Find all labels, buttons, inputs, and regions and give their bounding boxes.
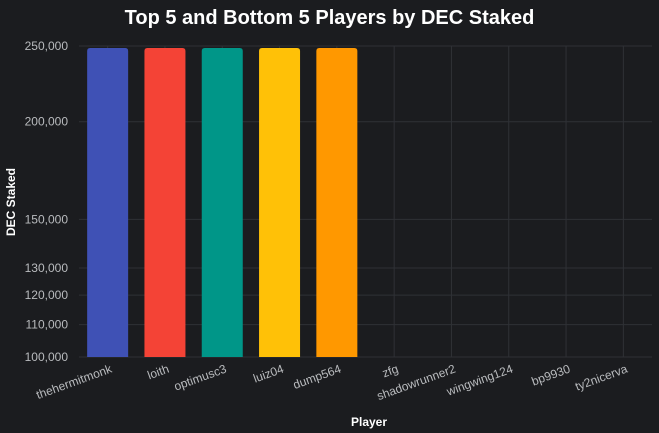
x-tick-label: thehermitmonk — [34, 361, 114, 402]
bar-loith — [144, 48, 186, 357]
x-axis-label: Player — [351, 415, 387, 429]
bar-optimusc3 — [201, 48, 243, 357]
x-axis-ticks: thehermitmonk loith optimusc3 luiz04 dump564… — [34, 361, 629, 403]
y-tick-label: 110,000 — [26, 318, 69, 332]
y-axis-ticks: 100,000 110,000 120,000 130,000 150,000 200,0… — [25, 39, 69, 364]
x-tick-label: dump564 — [291, 362, 343, 392]
x-tick-label: bp9930 — [530, 362, 573, 389]
bar-thehermitmonk — [87, 48, 129, 357]
bar-luiz04 — [259, 48, 301, 357]
x-tick-label: ty2nicerva — [573, 362, 629, 394]
bar-dump564 — [316, 48, 358, 357]
chart-title: Top 5 and Bottom 5 Players by DEC Staked — [125, 7, 535, 29]
y-tick-label: 250,000 — [25, 39, 69, 53]
x-tick-label: optimusc3 — [172, 362, 228, 394]
y-tick-label: 100,000 — [25, 350, 69, 364]
x-tick-label: zfg — [380, 362, 400, 381]
x-tick-label: loith — [145, 362, 170, 383]
y-tick-label: 200,000 — [25, 115, 69, 129]
bars — [87, 48, 358, 357]
y-tick-label: 150,000 — [25, 212, 69, 226]
y-tick-label: 130,000 — [25, 261, 69, 275]
y-axis-label: DEC Staked — [4, 168, 18, 236]
y-tick-label: 120,000 — [25, 288, 69, 302]
x-tick-label: luiz04 — [251, 362, 286, 386]
